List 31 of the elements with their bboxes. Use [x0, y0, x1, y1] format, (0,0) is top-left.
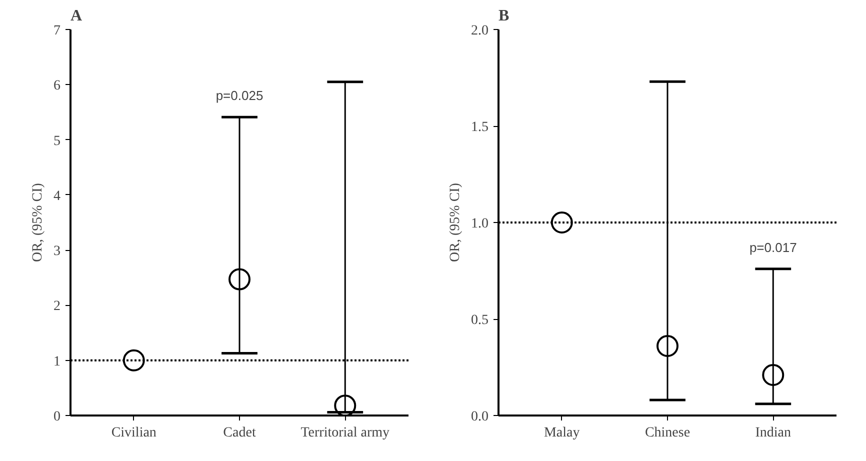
- y-tick-label: 0.5: [471, 313, 488, 328]
- y-tick-label: 7: [54, 24, 60, 38]
- y-tick-label: 5: [54, 134, 60, 149]
- x-tick-label: Malay: [544, 426, 580, 440]
- x-tick-label: Indian: [755, 426, 792, 440]
- point: [550, 212, 573, 234]
- y-tick-label: 3: [54, 244, 60, 260]
- x-tick-label: Civilian: [111, 426, 156, 440]
- annotation: p=0.017: [749, 240, 797, 255]
- x-tick-label: Territorial army: [300, 426, 390, 440]
- y-axis-title: OR, (95% CI): [448, 182, 463, 262]
- y-tick-label: 0: [54, 410, 60, 424]
- y-tick-label: 1.0: [471, 216, 488, 232]
- annotation: p=0.025: [216, 88, 264, 104]
- point: [228, 268, 250, 290]
- point: [656, 335, 678, 357]
- y-tick-label: 0.0: [471, 410, 488, 424]
- x-tick-label: Chinese: [644, 426, 690, 440]
- chart-title: B: [498, 8, 510, 24]
- y-tick-label: 1.5: [471, 120, 488, 135]
- point: [334, 394, 356, 416]
- chart-title: A: [70, 8, 82, 24]
- point: [122, 349, 145, 372]
- x-tick-label: Cadet: [223, 426, 256, 440]
- y-tick-label: 2.0: [471, 24, 488, 38]
- y-tick-label: 2: [54, 299, 60, 314]
- point: [762, 364, 784, 386]
- y-tick-label: 1: [54, 354, 60, 370]
- y-tick-label: 4: [54, 188, 60, 204]
- y-axis-title: OR, (95% CI): [30, 182, 46, 262]
- y-tick-label: 6: [54, 78, 60, 94]
